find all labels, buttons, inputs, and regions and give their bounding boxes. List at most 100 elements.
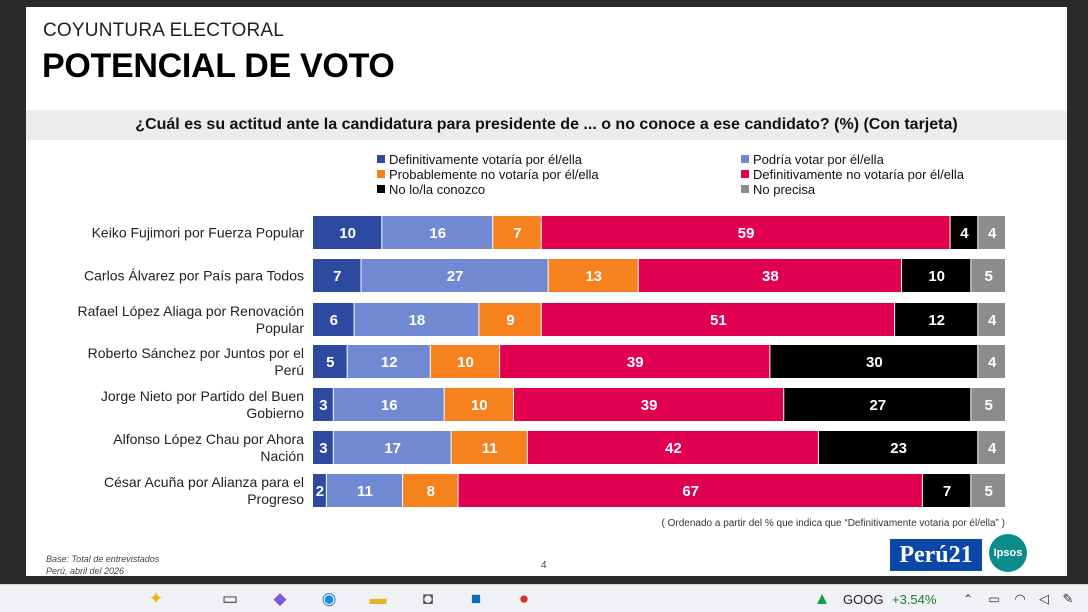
legend-label: Podría votar por él/ella: [753, 152, 884, 167]
legend-swatch: [741, 155, 749, 163]
bar-value-label: 6: [330, 312, 338, 329]
category-label: César Acuña por Alianza para el: [104, 474, 304, 490]
camera-icon[interactable]: ◘: [422, 589, 434, 608]
bar-segment: [430, 345, 500, 378]
bar-value-label: 11: [357, 483, 373, 500]
battery-icon[interactable]: ▭: [988, 592, 1000, 606]
bar-value-label: 4: [988, 354, 997, 371]
question-text: ¿Cuál es su actitud ante la candidatura …: [135, 116, 958, 133]
speaker-icon[interactable]: ◁: [1039, 591, 1049, 606]
file-explorer-icon[interactable]: ▬: [369, 589, 387, 608]
bar-segment: [354, 303, 479, 336]
category-label: Progreso: [247, 491, 304, 507]
category-label: Carlos Álvarez por País para Todos: [84, 268, 304, 284]
legend-swatch: [741, 185, 749, 193]
legend-swatch: [377, 185, 385, 193]
bar-value-label: 38: [762, 268, 779, 285]
sort-note: ( Ordenado a partir del % que indica que…: [661, 518, 1005, 529]
chevron-up-icon[interactable]: ⌃: [962, 592, 974, 606]
taskbar: ✦ ▭ ◆ ◉ ▬ ◘ ■ ● ▲ GOOG +3.54% ⌃ ▭ ◠ ◁ ✎: [0, 584, 1088, 612]
legend-item-no-precisa: No precisa: [741, 182, 815, 197]
bar-segment: [382, 216, 493, 249]
category-label: Alfonso López Chau por Ahora: [113, 431, 304, 447]
bar-segment: [313, 474, 326, 507]
legend-label: Probablemente no votaría por él/ella: [389, 167, 599, 182]
legend-swatch: [377, 170, 385, 178]
category-label: Perú: [274, 362, 304, 378]
legend-swatch: [377, 155, 385, 163]
legend-item-def-votaria: Definitivamente votaría por él/ella: [377, 152, 582, 167]
bar-segment: [541, 303, 895, 336]
section-label: COYUNTURA ELECTORAL: [43, 20, 285, 41]
bar-value-label: 3: [319, 440, 327, 457]
bar-value-label: 13: [585, 268, 602, 285]
bar-segment: [333, 431, 451, 464]
bar-segment: [313, 388, 333, 421]
pen-icon[interactable]: ✎: [1062, 591, 1074, 606]
category-label: Nación: [260, 448, 304, 464]
peru21-logo: Perú21: [890, 539, 982, 571]
category-label: Keiko Fujimori por Fuerza Popular: [92, 225, 305, 241]
bar-value-label: 5: [985, 397, 993, 414]
bar-segment: [333, 388, 444, 421]
bar-segment: [971, 474, 1005, 507]
ipsos-logo: Ipsos: [989, 534, 1027, 572]
category-label: Popular: [256, 320, 305, 336]
bar-segment: [971, 259, 1005, 292]
bar-segment: [313, 431, 333, 464]
bar-value-label: 10: [457, 354, 474, 371]
stock-change[interactable]: +3.54%: [892, 592, 937, 607]
bar-segment: [902, 259, 971, 292]
category-label: Jorge Nieto por Partido del Buen: [101, 388, 304, 404]
task-view-icon[interactable]: ▭: [221, 589, 239, 608]
legend-label: No lo/la conozco: [389, 182, 486, 197]
copilot-sparkle-icon[interactable]: ✦: [148, 589, 164, 608]
wifi-icon[interactable]: ◠: [1014, 591, 1026, 606]
bar-segment: [451, 431, 527, 464]
bar-value-label: 3: [319, 397, 327, 414]
date-line: Perú, abril del 2026: [46, 566, 125, 576]
bar-segment: [895, 303, 978, 336]
bar-value-label: 4: [988, 440, 997, 457]
question-bar: ¿Cuál es su actitud ante la candidatura …: [26, 110, 1067, 140]
category-label: Rafael López Aliaga por Renovación: [78, 303, 305, 319]
bar-segment: [527, 431, 818, 464]
stacked-bar-chart: Keiko Fujimori por Fuerza Popular 10 16 7 59…: [78, 216, 1005, 507]
chrome-icon[interactable]: ●: [518, 589, 530, 608]
legend-label: Definitivamente votaría por él/ella: [389, 152, 582, 167]
bar-value-label: 10: [928, 268, 945, 285]
bar-value-label: 67: [682, 483, 699, 500]
bar-segment: [326, 474, 403, 507]
page-number: 4: [541, 560, 547, 571]
bar-value-label: 42: [665, 440, 682, 457]
outlook-icon[interactable]: ■: [470, 589, 482, 608]
stock-symbol[interactable]: GOOG: [843, 592, 884, 607]
bar-value-label: 27: [447, 268, 464, 285]
base-line: Base: Total de entrevistados: [46, 554, 160, 564]
bar-value-label: 5: [326, 354, 334, 371]
copilot-icon[interactable]: ◆: [273, 589, 287, 608]
legend-swatch: [741, 170, 749, 178]
edge-icon[interactable]: ◉: [321, 589, 337, 608]
legend-item-prob-no-votaria: Probablemente no votaría por él/ella: [377, 167, 599, 182]
bar-value-label: 11: [482, 440, 498, 457]
bar-segment: [313, 303, 354, 336]
legend-item-def-no-votaria: Definitivamente no votaría por él/ella: [741, 167, 964, 182]
bar-value-label: 7: [333, 268, 341, 285]
legend-label: No precisa: [753, 182, 816, 197]
legend-item-podria-votar: Podría votar por él/ella: [741, 152, 884, 167]
stock-chart-icon[interactable]: ▲: [813, 589, 831, 608]
category-label: Gobierno: [246, 405, 304, 421]
base-note: Base: Total de entrevistados Perú, abril…: [46, 553, 159, 576]
bar-segment: [818, 431, 978, 464]
bar-segment: [513, 388, 784, 421]
bar-value-label: 2: [316, 483, 324, 500]
bar-value-label: 18: [409, 312, 426, 329]
bar-segment: [978, 216, 1005, 249]
bar-segment: [444, 388, 513, 421]
bar-value-label: 10: [471, 397, 488, 414]
bar-value-label: 16: [429, 225, 446, 242]
bar-segment: [479, 303, 541, 336]
bar-segment: [770, 345, 978, 378]
bar-value-label: 39: [627, 354, 644, 371]
